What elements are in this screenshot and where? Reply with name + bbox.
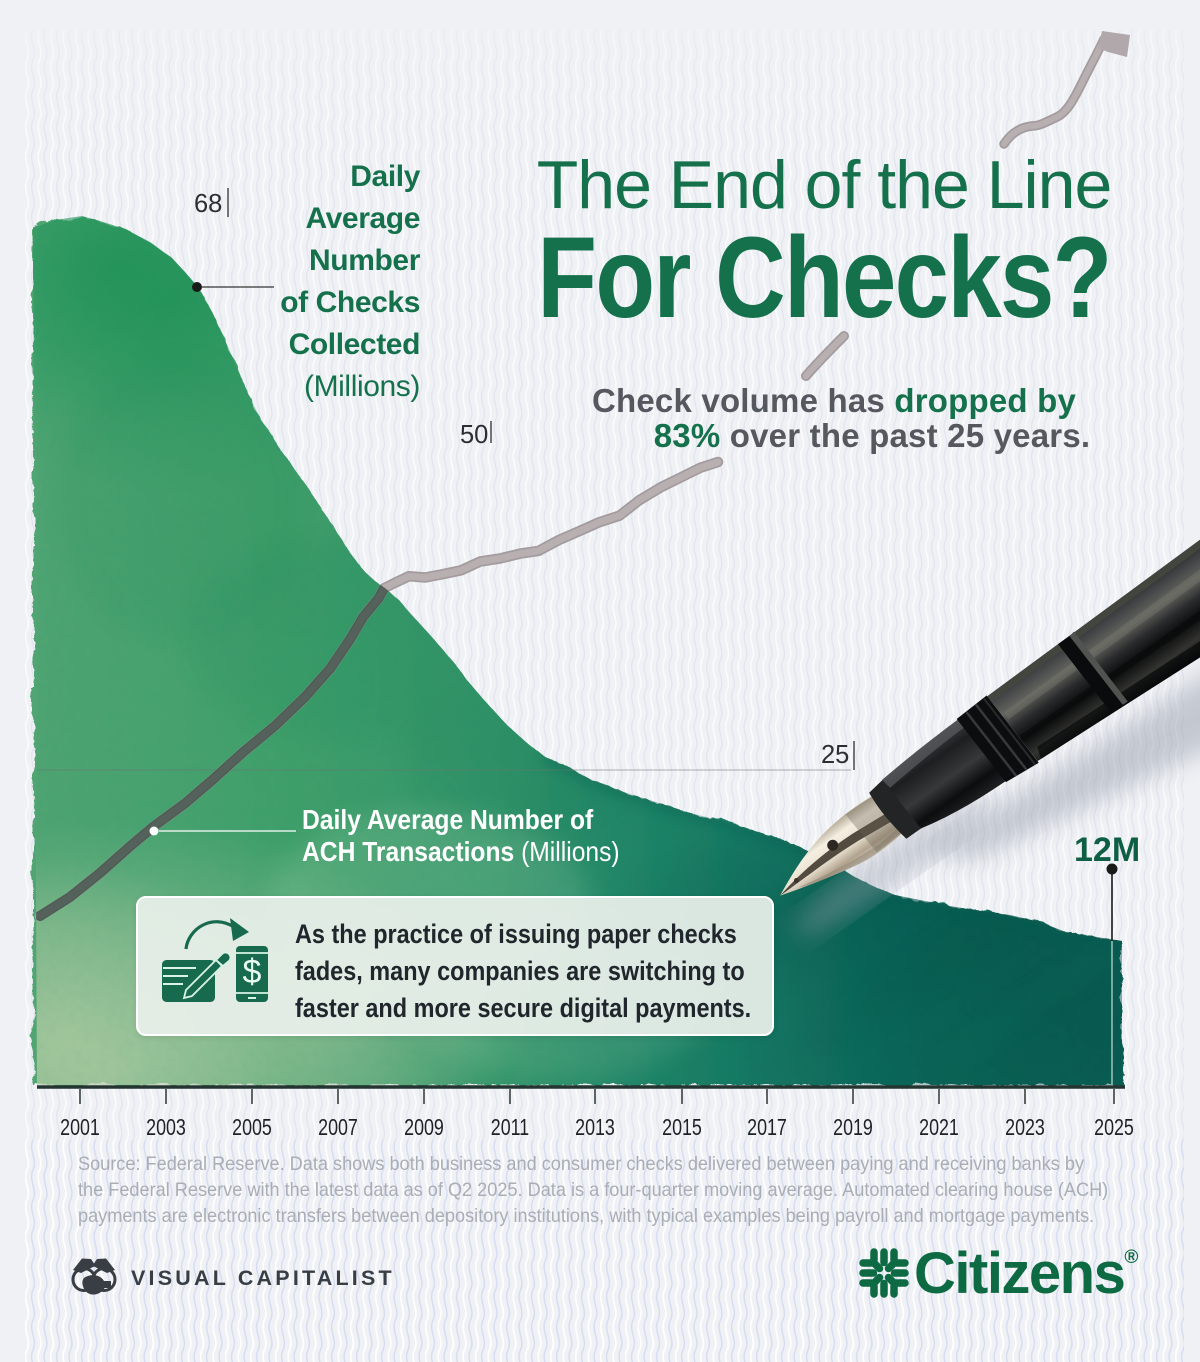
svg-text:$: $ <box>243 953 262 991</box>
